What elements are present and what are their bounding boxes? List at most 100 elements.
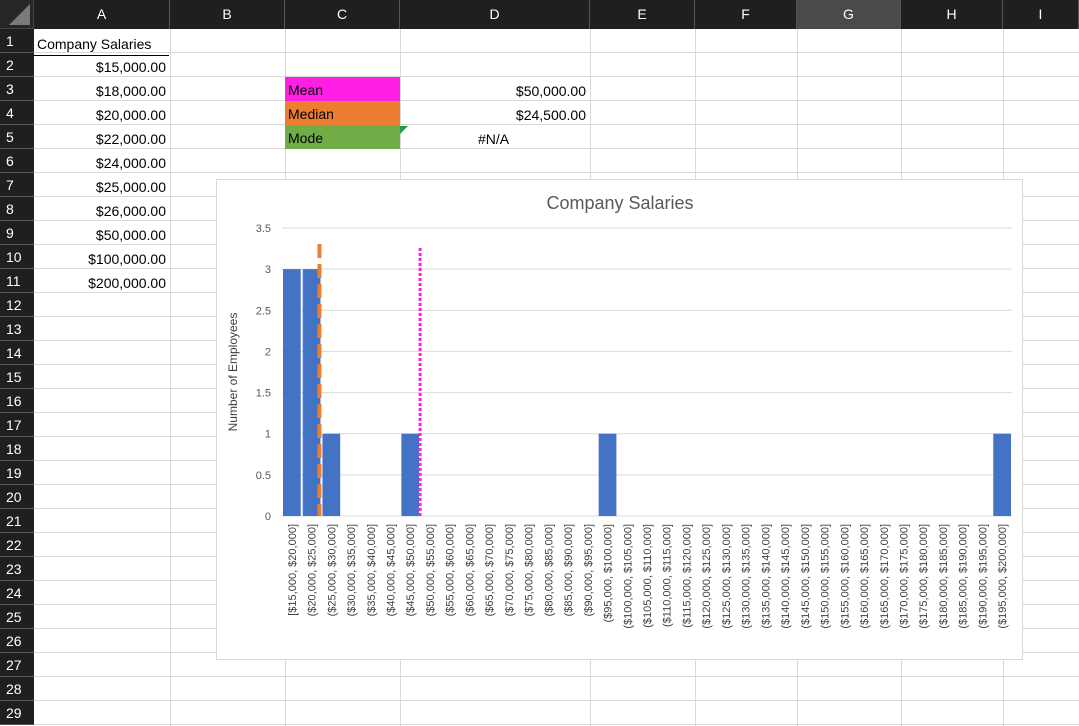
row-header-3[interactable]: 3 bbox=[0, 77, 34, 101]
y-tick-label: 2 bbox=[265, 346, 271, 358]
salary-cell[interactable]: $22,000.00 bbox=[95, 131, 166, 147]
row-header-11[interactable]: 11 bbox=[0, 269, 34, 293]
stat-value-median[interactable]: $24,500.00 bbox=[515, 107, 586, 123]
x-tick-label: ($60,000, $65,000] bbox=[464, 524, 476, 616]
salary-cell[interactable]: $200,000.00 bbox=[88, 275, 166, 291]
x-tick-label: ($140,000, $145,000] bbox=[780, 524, 792, 629]
stat-label-mode[interactable]: Mode bbox=[285, 125, 400, 149]
row-header-14[interactable]: 14 bbox=[0, 341, 34, 365]
x-tick-label: ($180,000, $185,000] bbox=[938, 524, 950, 629]
x-tick-label: ($105,000, $110,000] bbox=[642, 524, 654, 628]
gridline-horizontal bbox=[34, 76, 1079, 77]
row-header-10[interactable]: 10 bbox=[0, 245, 34, 269]
x-tick-label: ($110,000, $115,000] bbox=[662, 524, 674, 627]
x-tick-label: ($70,000, $75,000] bbox=[504, 524, 516, 616]
x-tick-label: ($170,000, $175,000] bbox=[898, 524, 910, 629]
row-header-7[interactable]: 7 bbox=[0, 173, 34, 197]
row-header-24[interactable]: 24 bbox=[0, 581, 34, 605]
x-tick-label: ($30,000, $35,000] bbox=[346, 524, 358, 616]
row-header-22[interactable]: 22 bbox=[0, 533, 34, 557]
column-header-d[interactable]: D bbox=[400, 0, 590, 29]
x-tick-label: [$15,000, $20,000] bbox=[287, 524, 299, 616]
row-header-9[interactable]: 9 bbox=[0, 221, 34, 245]
x-tick-label: ($165,000, $170,000] bbox=[879, 524, 891, 629]
gridline-horizontal bbox=[34, 676, 1079, 677]
x-tick-label: ($85,000, $90,000] bbox=[563, 524, 575, 616]
column-header-i[interactable]: I bbox=[1003, 0, 1079, 29]
salary-cell[interactable]: $20,000.00 bbox=[95, 107, 166, 123]
x-tick-label: ($90,000, $95,000] bbox=[583, 524, 595, 616]
row-header-8[interactable]: 8 bbox=[0, 197, 34, 221]
column-header-e[interactable]: E bbox=[590, 0, 695, 29]
x-tick-label: ($155,000, $160,000] bbox=[839, 524, 851, 629]
x-tick-label: ($55,000, $60,000] bbox=[445, 524, 457, 616]
row-header-17[interactable]: 17 bbox=[0, 413, 34, 437]
row-header-19[interactable]: 19 bbox=[0, 461, 34, 485]
row-header-1[interactable]: 1 bbox=[0, 29, 34, 53]
y-tick-label: 3.5 bbox=[256, 223, 271, 235]
x-tick-label: ($35,000, $40,000] bbox=[366, 524, 378, 616]
row-header-12[interactable]: 12 bbox=[0, 293, 34, 317]
row-header-13[interactable]: 13 bbox=[0, 317, 34, 341]
stat-value-mode[interactable]: #N/A bbox=[478, 131, 510, 147]
row-header-2[interactable]: 2 bbox=[0, 53, 34, 77]
row-header-16[interactable]: 16 bbox=[0, 389, 34, 413]
salary-cell[interactable]: $15,000.00 bbox=[95, 59, 166, 75]
cell-a1[interactable]: Company Salaries bbox=[34, 32, 169, 56]
y-tick-label: 3 bbox=[265, 264, 271, 276]
x-tick-label: ($190,000, $195,000] bbox=[977, 524, 989, 629]
x-tick-label: ($45,000, $50,000] bbox=[405, 524, 417, 616]
row-header-26[interactable]: 26 bbox=[0, 629, 34, 653]
select-all-corner[interactable] bbox=[0, 0, 34, 29]
row-header-21[interactable]: 21 bbox=[0, 509, 34, 533]
row-header-25[interactable]: 25 bbox=[0, 605, 34, 629]
column-header-g[interactable]: G bbox=[797, 0, 901, 29]
column-header-h[interactable]: H bbox=[901, 0, 1003, 29]
histogram-chart[interactable]: Company Salaries Number of Employees 0 0.5 1… bbox=[216, 179, 1023, 660]
salary-cell[interactable]: $26,000.00 bbox=[95, 203, 166, 219]
gridline-horizontal bbox=[34, 172, 1079, 173]
salary-cell[interactable]: $100,000.00 bbox=[88, 251, 166, 267]
histogram-bar bbox=[401, 433, 420, 516]
x-tick-label: ($185,000, $190,000] bbox=[958, 524, 970, 629]
histogram-bar bbox=[322, 433, 341, 516]
x-tick-label: ($175,000, $180,000] bbox=[918, 524, 930, 629]
gridline-horizontal bbox=[34, 100, 1079, 101]
stat-label-median[interactable]: Median bbox=[285, 101, 400, 125]
y-tick-label: 0 bbox=[265, 511, 271, 523]
x-tick-label: ($65,000, $70,000] bbox=[484, 524, 496, 616]
row-header-5[interactable]: 5 bbox=[0, 125, 34, 149]
salary-cell[interactable]: $50,000.00 bbox=[95, 227, 166, 243]
gridline-horizontal bbox=[34, 724, 1079, 725]
column-header-c[interactable]: C bbox=[285, 0, 400, 29]
row-header-15[interactable]: 15 bbox=[0, 365, 34, 389]
row-header-23[interactable]: 23 bbox=[0, 557, 34, 581]
x-tick-label: ($120,000, $125,000] bbox=[701, 524, 713, 629]
column-header-b[interactable]: B bbox=[170, 0, 285, 29]
row-header-4[interactable]: 4 bbox=[0, 101, 34, 125]
stat-label-mean[interactable]: Mean bbox=[285, 77, 400, 101]
x-tick-label: ($25,000, $30,000] bbox=[326, 524, 338, 616]
histogram-bar bbox=[598, 433, 617, 516]
row-header-29[interactable]: 29 bbox=[0, 701, 34, 725]
histogram-bar bbox=[993, 433, 1011, 516]
salary-cell[interactable]: $25,000.00 bbox=[95, 179, 166, 195]
chart-svg: Company Salaries Number of Employees 0 0.5 1… bbox=[226, 193, 1012, 629]
column-header-f[interactable]: F bbox=[695, 0, 797, 29]
chart-title: Company Salaries bbox=[546, 193, 693, 213]
x-tick-label: ($150,000, $155,000] bbox=[820, 524, 832, 629]
stat-value-mean[interactable]: $50,000.00 bbox=[515, 83, 586, 99]
gridline-horizontal bbox=[34, 700, 1079, 701]
salary-cell[interactable]: $24,000.00 bbox=[95, 155, 166, 171]
column-header-a[interactable]: A bbox=[34, 0, 170, 29]
x-tick-label: ($160,000, $165,000] bbox=[859, 524, 871, 629]
row-header-20[interactable]: 20 bbox=[0, 485, 34, 509]
row-header-6[interactable]: 6 bbox=[0, 149, 34, 173]
x-tick-label: ($145,000, $150,000] bbox=[800, 524, 812, 629]
row-header-28[interactable]: 28 bbox=[0, 677, 34, 701]
row-header-18[interactable]: 18 bbox=[0, 437, 34, 461]
salary-cell[interactable]: $18,000.00 bbox=[95, 83, 166, 99]
row-header-27[interactable]: 27 bbox=[0, 653, 34, 677]
error-indicator-icon[interactable] bbox=[400, 126, 408, 134]
